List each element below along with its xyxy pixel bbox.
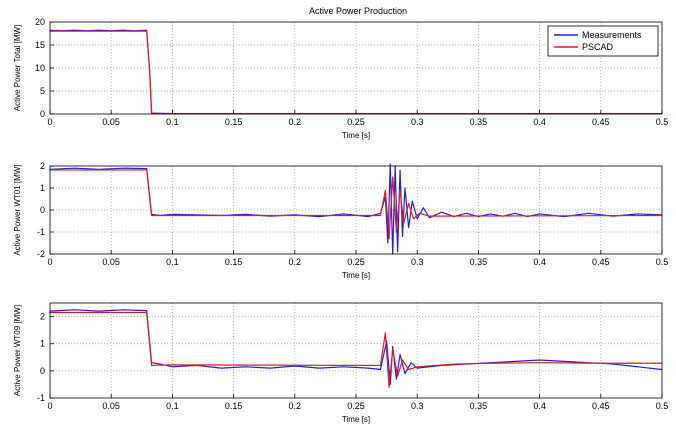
measurements-line bbox=[49, 309, 663, 386]
x-tick-label: 0.2 bbox=[289, 117, 302, 127]
x-tick-label: 0.25 bbox=[347, 257, 365, 267]
x-tick-label: 0.3 bbox=[411, 401, 424, 411]
x-axis-label: Time [s] bbox=[342, 415, 370, 424]
x-tick-label: 0.45 bbox=[592, 401, 610, 411]
x-tick-label: 0.1 bbox=[166, 257, 179, 267]
y-axis-label: Active Power WT09 [MW] bbox=[13, 305, 22, 396]
x-tick-label: 0.25 bbox=[347, 401, 365, 411]
x-tick-label: 0.15 bbox=[225, 257, 243, 267]
y-tick-label: 1 bbox=[40, 183, 45, 193]
y-tick-label: 2 bbox=[40, 161, 45, 171]
x-tick-label: 0.35 bbox=[470, 117, 488, 127]
x-tick-label: 0.05 bbox=[102, 117, 120, 127]
x-axis-label: Time [s] bbox=[342, 271, 370, 280]
pscad-line bbox=[50, 169, 663, 240]
x-tick-label: 0.1 bbox=[166, 117, 179, 127]
y-tick-label: -1 bbox=[37, 227, 45, 237]
x-tick-label: 0 bbox=[47, 257, 52, 267]
x-tick-label: 0.05 bbox=[102, 401, 120, 411]
y-tick-label: 0 bbox=[40, 366, 45, 376]
measurements-line bbox=[49, 163, 663, 255]
x-tick-label: 0.5 bbox=[656, 401, 669, 411]
y-axis-label: Active Power WT01 [MW] bbox=[13, 164, 22, 255]
pscad-line bbox=[50, 311, 662, 388]
y-tick-label: 1 bbox=[40, 339, 45, 349]
panel-active-power-wt09: 0 0.05 0.1 0.15 0.2 0.25 0.3 0.35 0.4 0.45 0.5-101… bbox=[13, 302, 669, 424]
plot-area bbox=[50, 303, 662, 398]
x-axis-label: Time [s] bbox=[342, 131, 370, 140]
panel-active-power-wt01: 0 0.05 0.1 0.15 0.2 0.25 0.3 0.35 0.4 0.45 0.5 -2 -1… bbox=[13, 161, 668, 280]
y-tick-label: 0 bbox=[40, 205, 45, 215]
x-tick-label: 0.2 bbox=[289, 257, 302, 267]
x-tick-label: 0.35 bbox=[470, 401, 488, 411]
legend-label: PSCAD bbox=[582, 42, 614, 52]
legend-label: Measurements bbox=[582, 30, 642, 40]
x-tick-label: 0.4 bbox=[533, 401, 546, 411]
x-tick-label: 0.5 bbox=[656, 257, 669, 267]
y-tick-label: 20 bbox=[35, 17, 45, 27]
x-tick-label: 0.4 bbox=[533, 257, 546, 267]
x-tick-label: 0.3 bbox=[411, 117, 424, 127]
y-tick-label: 10 bbox=[35, 63, 45, 73]
x-tick-label: 0.45 bbox=[592, 257, 610, 267]
x-tick-label: 0.2 bbox=[289, 401, 302, 411]
x-tick-label: 0.4 bbox=[533, 117, 546, 127]
legend: Measurements PSCAD bbox=[547, 25, 659, 57]
y-axis-label: Active Power Total [MW] bbox=[13, 25, 22, 112]
x-tick-label: 0.35 bbox=[470, 257, 488, 267]
x-tick-label: 0.5 bbox=[656, 117, 669, 127]
x-tick-label: 0.15 bbox=[225, 401, 243, 411]
y-tick-label: 5 bbox=[40, 86, 45, 96]
legend-box bbox=[547, 25, 659, 57]
y-tick-label: 15 bbox=[35, 40, 45, 50]
y-tick-label: -1 bbox=[37, 393, 45, 403]
x-tick-label: 0.25 bbox=[347, 117, 365, 127]
y-tick-label: 2 bbox=[40, 312, 45, 322]
x-tick-label: 0.45 bbox=[592, 117, 610, 127]
x-tick-label: 0.15 bbox=[225, 117, 243, 127]
x-tick-label: 0 bbox=[47, 117, 52, 127]
figure-title: Active Power Production bbox=[309, 6, 407, 16]
x-tick-label: 0.1 bbox=[166, 401, 179, 411]
panel-active-power-total: 0 0.05 0.1 0.15 0.2 0.25 0.3 0.35 0.4 0.45 0.5 0 5 10… bbox=[13, 17, 668, 140]
y-tick-label: -2 bbox=[37, 249, 45, 259]
x-tick-label: 0.3 bbox=[411, 257, 424, 267]
x-tick-label: 0.05 bbox=[102, 257, 120, 267]
x-tick-label: 0 bbox=[47, 401, 52, 411]
y-tick-label: 0 bbox=[40, 109, 45, 119]
